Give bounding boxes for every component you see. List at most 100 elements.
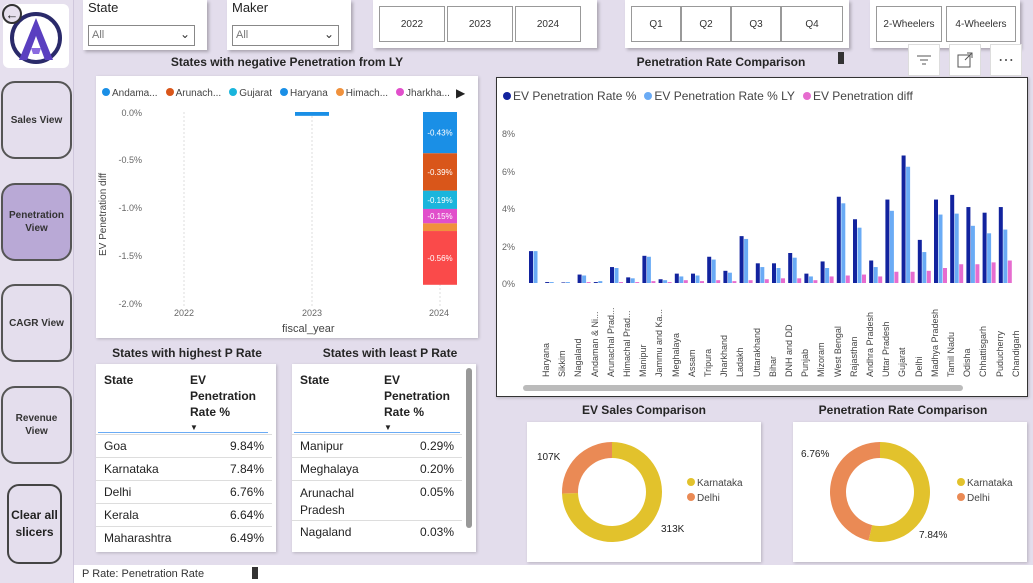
- legend-dot: [503, 92, 511, 100]
- nav-sales-view[interactable]: Sales View: [1, 81, 72, 159]
- legend-item[interactable]: Karnataka: [957, 478, 1013, 489]
- comp-chart-plot: [529, 155, 1012, 283]
- table-row[interactable]: Manipur 0.29%: [292, 434, 462, 457]
- cell-rate: 9.84%: [229, 439, 264, 453]
- table-row[interactable]: Meghalaya 0.20%: [292, 457, 462, 480]
- legend-item[interactable]: Haryana: [279, 88, 328, 99]
- state-dropdown[interactable]: All ⌄: [88, 25, 195, 46]
- legend-item[interactable]: Gujarat: [229, 88, 272, 99]
- more-options-icon[interactable]: ⋯: [990, 44, 1022, 76]
- filter-icon[interactable]: [908, 44, 940, 76]
- legend-dot: [229, 88, 238, 96]
- comp-bar-2: [748, 280, 753, 283]
- cell-state: Meghalaya: [300, 462, 359, 476]
- cell-state: Maharashtra: [104, 531, 172, 545]
- comp-xtick: DNH and DD: [784, 324, 794, 377]
- legend-item[interactable]: Karnataka: [687, 478, 743, 489]
- year-tile-2022[interactable]: 2022: [379, 6, 445, 42]
- comp-bar-1: [695, 275, 700, 283]
- comp-bar-2: [635, 282, 640, 283]
- comp-bar-0: [642, 255, 647, 283]
- maker-slicer: Maker All ⌄: [227, 0, 351, 50]
- quarter-tile-q3[interactable]: Q3: [731, 6, 781, 42]
- comp-bar-0: [901, 155, 906, 283]
- table-row[interactable]: Nagaland 0.03%: [292, 520, 462, 543]
- col-state-header[interactable]: State: [300, 373, 330, 387]
- resize-handle[interactable]: [838, 52, 844, 64]
- comp-bar-1: [954, 213, 959, 283]
- legend-item[interactable]: Delhi: [957, 493, 990, 504]
- col-state-header[interactable]: State: [104, 373, 134, 387]
- bar-data-label: -0.56%: [427, 254, 452, 263]
- nav-revenue-view[interactable]: Revenue View: [1, 386, 72, 464]
- comp-bar-2: [781, 278, 785, 283]
- legend-item[interactable]: EV Penetration diff: [802, 89, 913, 103]
- legend-dot: [279, 88, 288, 96]
- comp-bar-0: [561, 282, 566, 283]
- legend-item[interactable]: Himach...: [335, 88, 389, 99]
- comp-xtick: Jammu and Ka...: [654, 308, 665, 377]
- quarter-tile-q4[interactable]: Q4: [781, 6, 843, 42]
- ytick: 8%: [501, 129, 515, 139]
- table-row[interactable]: Goa 9.84%: [96, 434, 272, 457]
- clear-all-slicers-button[interactable]: Clear all slicers: [7, 484, 62, 564]
- year-tile-2024[interactable]: 2024: [515, 6, 581, 42]
- comp-bar-0: [950, 194, 955, 283]
- table-row[interactable]: Maharashtra 6.49%: [96, 526, 272, 549]
- legend-label: Haryana: [289, 88, 328, 99]
- comp-bar-0: [772, 263, 776, 283]
- quarter-tile-q1[interactable]: Q1: [631, 6, 681, 42]
- comp-xtick: Sikkim: [557, 350, 568, 378]
- maker-dropdown[interactable]: All ⌄: [232, 25, 339, 46]
- table-row[interactable]: Kerala 6.64%: [96, 503, 272, 526]
- comp-bar-2: [797, 278, 802, 283]
- resize-handle[interactable]: [252, 567, 258, 579]
- legend-item[interactable]: Andama...: [102, 88, 158, 99]
- legend-next-icon[interactable]: ▶: [456, 86, 466, 100]
- comp-bar-2: [764, 279, 769, 283]
- horizontal-scrollbar[interactable]: [523, 385, 963, 391]
- state-value: All: [92, 29, 105, 41]
- ytick: -1.0%: [118, 203, 142, 213]
- back-arrow-icon[interactable]: ←: [2, 4, 22, 24]
- legend-dot: [102, 88, 110, 96]
- comp-bar-1: [825, 268, 830, 283]
- vehicle-tile-4w[interactable]: 4-Wheelers: [946, 6, 1016, 42]
- comp-bar-0: [917, 239, 922, 283]
- table-row[interactable]: Karnataka 7.84%: [96, 457, 272, 480]
- legend-label: Himach...: [345, 88, 389, 99]
- bar-data-label: -0.43%: [427, 129, 452, 138]
- comp-bar-1: [663, 280, 668, 283]
- nav-cagr-view[interactable]: CAGR View: [1, 284, 72, 362]
- legend-dot: [396, 88, 405, 96]
- legend-item[interactable]: Arunach...: [165, 88, 221, 99]
- comp-xtick: Mizoram: [816, 342, 827, 377]
- legend-item[interactable]: Jharkha...: [396, 88, 450, 99]
- sort-desc-icon: ▼: [190, 423, 198, 432]
- nav-penetration-view[interactable]: Penetration View: [1, 183, 72, 261]
- comp-bar-0: [593, 282, 598, 283]
- comp-bar-2: [683, 280, 688, 283]
- legend-item[interactable]: EV Penetration Rate %: [503, 89, 636, 103]
- comp-xtick: Assam: [686, 349, 697, 377]
- table-row[interactable]: Delhi 6.76%: [96, 480, 272, 503]
- quarter-tile-q2[interactable]: Q2: [681, 6, 731, 42]
- focus-mode-icon[interactable]: [949, 44, 981, 76]
- comp-xtick: Andaman & Ni...: [589, 311, 600, 377]
- vehicle-tile-2w[interactable]: 2-Wheelers: [876, 6, 942, 42]
- year-tile-2023[interactable]: 2023: [447, 6, 513, 42]
- col-rate-header[interactable]: EV Penetration Rate % ▼: [384, 372, 464, 436]
- comp-bar-0: [626, 277, 631, 283]
- cell-rate: 7.84%: [229, 462, 264, 476]
- cell-rate: 0.20%: [419, 462, 454, 476]
- scrollbar[interactable]: [466, 368, 472, 528]
- legend-label: EV Penetration Rate % LY: [654, 89, 795, 103]
- neg-chart-plot: -0.43% -0.39% -0.19% -0.15% -0.56%: [183, 112, 457, 306]
- legend-item[interactable]: EV Penetration Rate % LY: [644, 89, 795, 103]
- legend-item[interactable]: Delhi: [687, 493, 720, 504]
- cell-rate: 0.03%: [419, 525, 454, 539]
- table-row[interactable]: Arunachal Pradesh 0.05%: [292, 480, 462, 520]
- legend-label: Jharkha...: [406, 88, 450, 99]
- col-rate-header[interactable]: EV Penetration Rate % ▼: [190, 372, 270, 436]
- comp-bar-2: [975, 264, 980, 283]
